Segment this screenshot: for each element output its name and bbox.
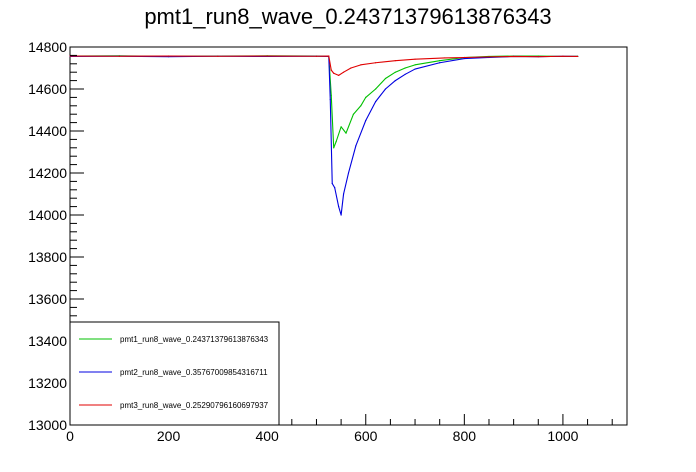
series-3-point xyxy=(488,56,490,58)
series-2-point xyxy=(338,206,340,208)
series-1-point xyxy=(384,77,387,80)
series-2-point xyxy=(384,88,387,90)
series-2-point xyxy=(342,193,345,195)
legend-label-2: pmt2_run8_wave_0.35767009854316711 xyxy=(120,368,268,377)
series-3-point xyxy=(375,62,377,64)
series-3-point xyxy=(328,55,330,57)
series-2-point xyxy=(439,62,441,64)
series-1-point xyxy=(414,64,416,66)
series-1-point xyxy=(352,113,355,115)
series-2-point xyxy=(340,214,342,216)
series-3-point xyxy=(118,55,120,57)
series-2-point xyxy=(334,187,336,189)
legend: pmt1_run8_wave_0.24371379613876343 pmt2_r… xyxy=(69,321,280,426)
series-3-point xyxy=(217,55,219,57)
series-2-point xyxy=(355,145,357,147)
series-3-point xyxy=(315,55,318,57)
series-2-point xyxy=(394,80,396,82)
y-tick-label: 14800 xyxy=(28,39,67,55)
series-3-point xyxy=(394,60,396,62)
series-2-point xyxy=(463,57,465,60)
series-3-point xyxy=(562,55,564,57)
series-2-point xyxy=(329,98,331,101)
series-2-point xyxy=(375,101,377,103)
x-tick-label: 200 xyxy=(157,428,181,444)
series-3-point xyxy=(360,64,362,66)
series-3-point xyxy=(513,55,515,58)
series-layer xyxy=(69,55,579,216)
series-3-point xyxy=(414,58,416,60)
series-3-point xyxy=(330,69,332,71)
x-tick-label: 800 xyxy=(453,428,477,444)
series-1-point xyxy=(340,126,342,128)
y-tick-label: 14000 xyxy=(28,207,67,223)
series-3-point xyxy=(537,56,539,58)
y-tick-label: 13000 xyxy=(28,417,67,433)
series-3-point xyxy=(463,56,465,59)
y-tick-label: 14600 xyxy=(28,81,67,97)
series-3-point xyxy=(444,57,446,59)
y-tick-label: 13600 xyxy=(28,291,67,307)
y-tick-label: 14200 xyxy=(28,165,67,181)
series-3-point xyxy=(577,55,579,58)
x-tick-label: 400 xyxy=(255,428,279,444)
series-1-point xyxy=(394,71,396,73)
legend-label-1: pmt1_run8_wave_0.24371379613876343 xyxy=(120,335,269,344)
series-3-point xyxy=(350,67,352,69)
series-1-point xyxy=(345,132,347,134)
y-tick-label: 13400 xyxy=(28,333,67,349)
series-2-point xyxy=(365,119,367,122)
series-2-point xyxy=(404,73,406,75)
series-1-point xyxy=(333,147,335,149)
series-2-point xyxy=(331,182,333,185)
series-3-point xyxy=(338,74,340,76)
series-1-point xyxy=(360,105,362,107)
chart-title: pmt1_run8_wave_0.24371379613876343 xyxy=(144,4,551,29)
series-1-point xyxy=(330,94,332,96)
series-1-point xyxy=(375,88,377,90)
series-3-point xyxy=(266,55,268,57)
y-tick-label: 13800 xyxy=(28,249,67,265)
series-1-point xyxy=(335,140,337,143)
series-2-point xyxy=(347,172,350,174)
series-2-point xyxy=(414,68,416,70)
series-3-point xyxy=(167,55,170,57)
series-1-point xyxy=(439,60,441,62)
series-1-point xyxy=(365,96,367,98)
legend-label-3: pmt3_run8_wave_0.25290796160697937 xyxy=(120,401,269,410)
series-1-point xyxy=(404,67,406,69)
series-3-point xyxy=(342,71,345,73)
y-tick-label: 14400 xyxy=(28,123,67,139)
x-tick-label: 0 xyxy=(66,428,74,444)
x-tick-label: 1000 xyxy=(547,428,578,444)
series-3-point xyxy=(333,72,335,74)
y-tick-label: 13200 xyxy=(28,375,67,391)
x-tick-label: 600 xyxy=(354,428,378,444)
